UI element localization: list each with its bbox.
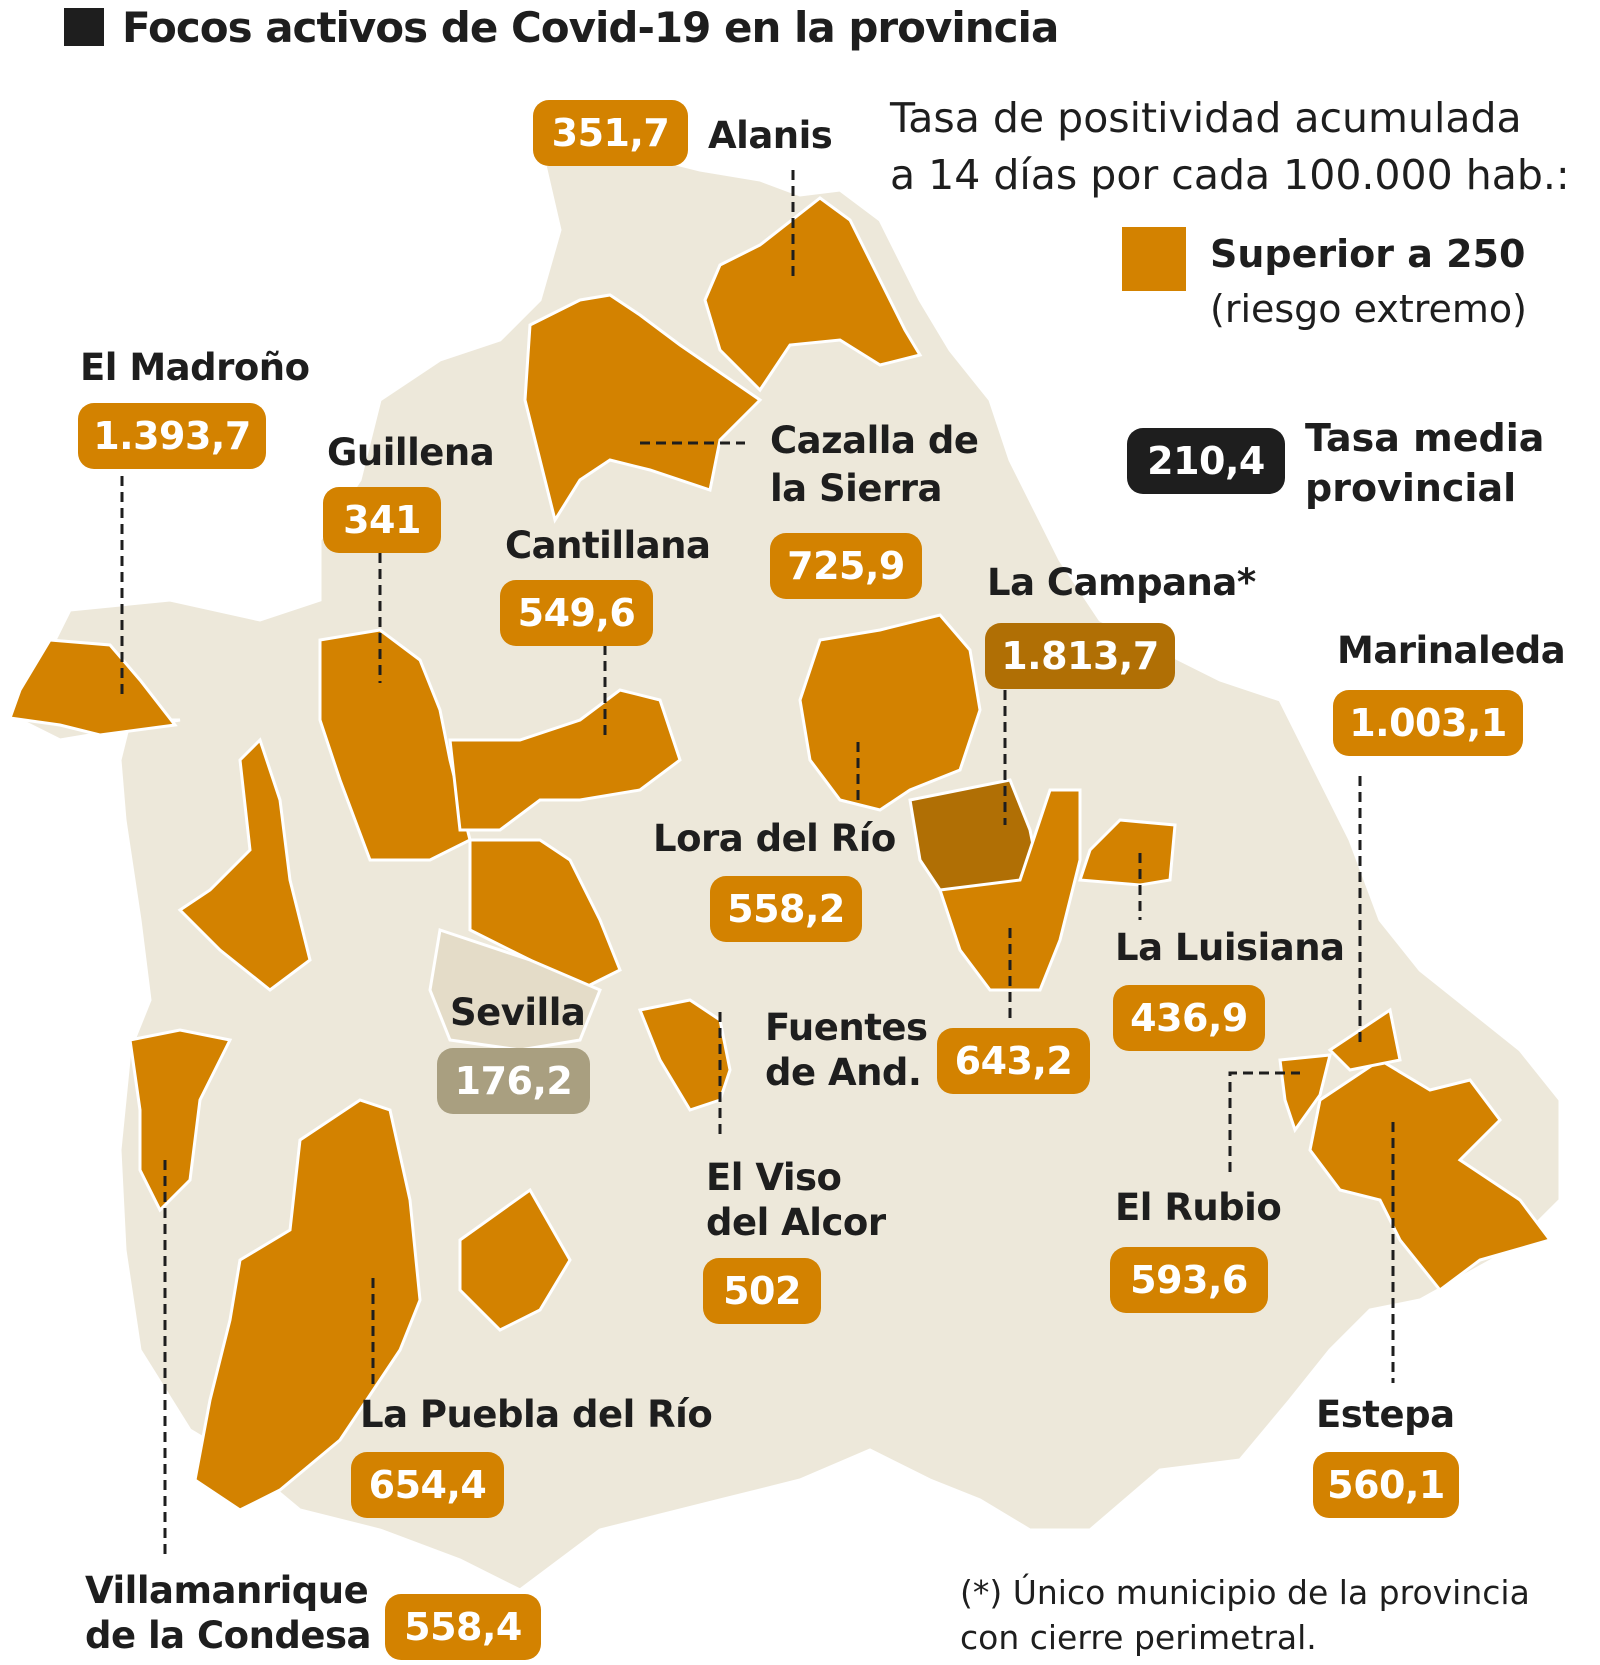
region-marinaleda [1327, 1007, 1402, 1072]
legend-swatch-extreme [1122, 227, 1186, 291]
label-alanis: Alanis [708, 114, 833, 157]
region-central-east [468, 838, 622, 992]
value-badge-alanis: 351,7 [533, 100, 688, 166]
legend-category-label: Superior a 250 [1210, 232, 1526, 276]
value-badge-lora-del-rio: 558,2 [710, 876, 862, 942]
average-label: Tasa media provincial [1305, 413, 1544, 513]
region-el-viso [637, 998, 732, 1112]
legend-description: Tasa de positividad acumulada a 14 días … [890, 90, 1570, 204]
leader-el-rubio [1228, 1071, 1300, 1172]
value-badge-cantillana: 549,6 [500, 580, 653, 646]
label-villamanrique-line1: Villamanrique [85, 1569, 369, 1612]
label-la-campana: La Campana* [987, 561, 1256, 604]
footnote-line1: (*) Único municipio de la provincia [960, 1573, 1530, 1612]
value-badge-el-madrono: 1.393,7 [78, 403, 266, 469]
value-badge-marinaleda: 1.003,1 [1333, 690, 1523, 756]
chart-title: Focos activos de Covid-19 en la provinci… [64, 2, 1059, 52]
region-fuentes [937, 788, 1082, 992]
title-square-icon [64, 8, 104, 46]
average-label-line2: provincial [1305, 466, 1517, 510]
label-la-luisiana: La Luisiana [1115, 926, 1345, 969]
label-cazalla-line1: Cazalla de [770, 419, 979, 462]
label-lora-del-rio: Lora del Río [653, 817, 896, 860]
value-badge-el-viso: 502 [703, 1258, 821, 1324]
label-cantillana: Cantillana [505, 524, 711, 567]
region-alanis [703, 196, 923, 393]
legend-description-line1: Tasa de positividad acumulada [890, 94, 1522, 142]
legend-description-line2: a 14 días por cada 100.000 hab.: [890, 151, 1570, 199]
average-badge: 210,4 [1127, 428, 1285, 494]
region-west-mid [177, 737, 312, 992]
label-estepa: Estepa [1316, 1393, 1455, 1436]
label-cazalla-line2: la Sierra [770, 467, 942, 510]
region-el-madrono [7, 638, 178, 737]
value-badge-estepa: 560,1 [1313, 1452, 1459, 1518]
label-fuentes-line2: de And. [765, 1051, 922, 1094]
label-el-madrono: El Madroño [80, 346, 310, 389]
region-dos-hermanas [458, 1187, 572, 1332]
label-el-viso-line2: del Alcor [706, 1201, 886, 1244]
value-badge-la-puebla: 654,4 [351, 1452, 504, 1518]
value-badge-la-luisiana: 436,9 [1113, 985, 1265, 1051]
value-badge-cazalla: 725,9 [770, 533, 922, 599]
region-lora-del-rio [798, 613, 982, 812]
label-el-viso-line1: El Viso [706, 1156, 842, 1199]
region-cazalla [523, 293, 763, 524]
value-badge-sevilla: 176,2 [437, 1048, 590, 1114]
label-fuentes-line1: Fuentes [765, 1006, 928, 1049]
label-sevilla: Sevilla [450, 991, 586, 1034]
legend-category-sublabel: (riesgo extremo) [1210, 287, 1527, 331]
value-badge-el-rubio: 593,6 [1110, 1247, 1268, 1313]
region-cantillana [448, 688, 682, 832]
region-estepa [1308, 1058, 1553, 1293]
footnote-line2: con cierre perimetral. [960, 1618, 1317, 1657]
value-badge-villamanrique: 558,4 [385, 1594, 541, 1660]
average-label-line1: Tasa media [1305, 416, 1545, 460]
region-sevilla [428, 928, 602, 1052]
region-villamanrique [128, 1028, 233, 1213]
label-villamanrique-line2: de la Condesa [85, 1614, 371, 1657]
region-la-puebla [193, 1098, 422, 1512]
value-badge-la-campana: 1.813,7 [985, 623, 1175, 689]
label-el-rubio: El Rubio [1115, 1186, 1282, 1229]
label-la-puebla: La Puebla del Río [360, 1393, 713, 1436]
title-text: Focos activos de Covid-19 en la provinci… [122, 2, 1059, 52]
footnote: (*) Único municipio de la provincia con … [960, 1570, 1530, 1660]
value-badge-guillena: 341 [323, 487, 441, 553]
label-guillena: Guillena [327, 431, 495, 474]
label-marinaleda: Marinaleda [1337, 629, 1566, 672]
value-badge-fuentes: 643,2 [937, 1028, 1090, 1094]
